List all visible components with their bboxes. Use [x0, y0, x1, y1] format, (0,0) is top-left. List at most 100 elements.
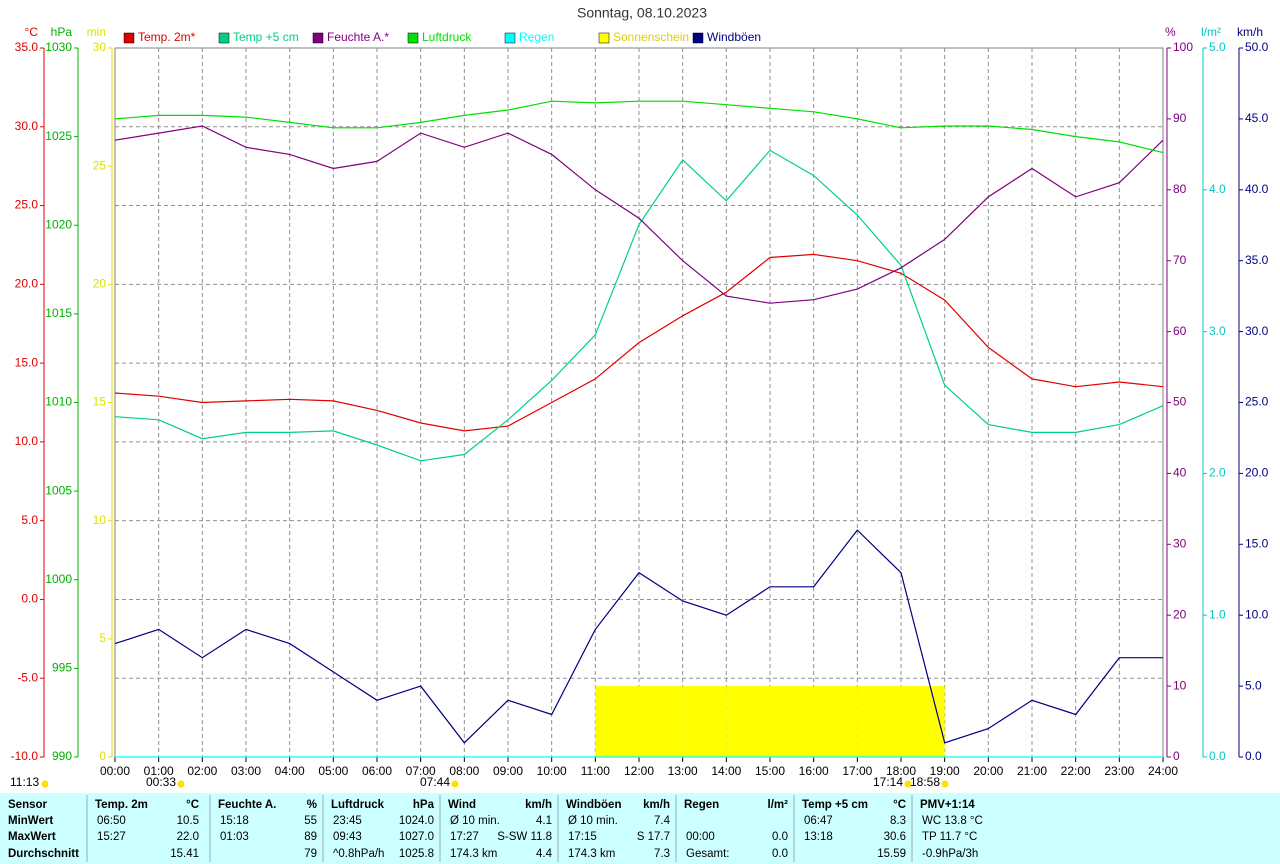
table-value: 7.3 — [654, 848, 670, 860]
y-tick-label: 25 — [93, 158, 107, 172]
time-icon — [941, 780, 949, 788]
legend-label: Sonnenschein — [613, 30, 689, 44]
legend-label: Luftdruck — [422, 30, 472, 44]
table-value: 7.4 — [654, 815, 671, 827]
x-tick-label: 09:00 — [493, 764, 523, 778]
y-tick-label: 50.0 — [1245, 40, 1269, 54]
column-unit: °C — [186, 799, 199, 811]
y-tick-label: 3.0 — [1209, 324, 1226, 338]
column-unit: km/h — [525, 799, 552, 811]
axis-unit: °C — [25, 25, 39, 39]
table-label: 17:15 — [568, 831, 597, 843]
column-unit: °C — [893, 799, 906, 811]
x-tick-label: 15:00 — [755, 764, 785, 778]
row-label: Sensor — [8, 799, 48, 811]
table-label: 13:18 — [804, 831, 833, 843]
y-tick-label: 0 — [1173, 749, 1180, 763]
series-line — [114, 125, 1164, 304]
y-tick-label: 2.0 — [1209, 466, 1226, 480]
y-tick-label: 10.0 — [15, 434, 39, 448]
table-value: 4.4 — [536, 848, 553, 860]
legend-label: Temp +5 cm — [233, 30, 299, 44]
y-tick-label: 50 — [1173, 395, 1187, 409]
x-tick-label: 23:00 — [1104, 764, 1134, 778]
y-tick-label: 5.0 — [1209, 40, 1226, 54]
column-unit: hPa — [413, 799, 435, 811]
y-tick-label: 25.0 — [15, 198, 39, 212]
x-tick-label: 00:00 — [100, 764, 130, 778]
x-tick-label: 05:00 — [318, 764, 348, 778]
table-value: S-SW 11.8 — [497, 831, 552, 843]
y-tick-label: 0.0 — [1245, 749, 1262, 763]
sunshine-bar — [639, 686, 683, 757]
table-value: 15.41 — [170, 848, 199, 860]
y-tick-label: 70 — [1173, 253, 1187, 267]
legend-label: Feuchte A.* — [327, 30, 389, 44]
column-header: Feuchte A. — [218, 799, 276, 811]
y-tick-label: 30 — [93, 40, 107, 54]
axis-unit: km/h — [1237, 25, 1263, 39]
series-line — [114, 529, 1163, 744]
y-tick-label: 1020 — [45, 217, 72, 231]
table-label: Gesamt: — [686, 848, 729, 860]
table-label: 174.3 km — [450, 848, 497, 860]
table-background — [0, 793, 1280, 864]
time-annotation: 00:33 — [146, 775, 176, 789]
sunshine-bar — [726, 686, 770, 757]
table-label: 174.3 km — [568, 848, 615, 860]
x-tick-label: 19:00 — [930, 764, 960, 778]
column-unit: l/m² — [768, 799, 789, 811]
y-tick-label: -10.0 — [11, 749, 39, 763]
legend-swatch — [504, 32, 516, 44]
time-annotation: 18:58 — [910, 775, 940, 789]
table-value: 79 — [304, 848, 317, 860]
column-header: Wind — [448, 799, 476, 811]
y-tick-label: 5 — [99, 631, 106, 645]
sunshine-bar — [857, 686, 901, 757]
axis-unit: l/m² — [1201, 25, 1221, 39]
time-icon — [904, 780, 912, 788]
table-value: 55 — [304, 815, 317, 827]
x-tick-label: 08:00 — [449, 764, 479, 778]
sunshine-bar — [813, 686, 858, 757]
x-tick-label: 24:00 — [1148, 764, 1178, 778]
x-tick-label: 13:00 — [668, 764, 698, 778]
y-tick-label: 25.0 — [1245, 395, 1269, 409]
x-tick-label: 03:00 — [231, 764, 261, 778]
y-tick-label: 35.0 — [15, 40, 39, 54]
y-tick-label: 90 — [1173, 111, 1187, 125]
table-label: 00:00 — [686, 831, 715, 843]
legend-swatch — [218, 32, 230, 44]
x-tick-label: 07:00 — [406, 764, 436, 778]
time-icon — [177, 780, 185, 788]
x-tick-label: 17:00 — [842, 764, 872, 778]
y-tick-label: 1025 — [45, 129, 72, 143]
stats-table: Sensor MinWert MaxWert Durchschnitt Temp. 2m… — [8, 795, 983, 862]
y-tick-label: 15.0 — [15, 355, 39, 369]
column-unit: km/h — [643, 799, 670, 811]
table-label: 23:45 — [333, 815, 362, 827]
table-label: Ø 10 min. — [450, 815, 500, 827]
y-tick-label: 80 — [1173, 182, 1187, 196]
table-value: 30.6 — [884, 831, 906, 843]
table-label: WC 13.8 °C — [922, 815, 983, 827]
y-tick-label: 20.0 — [1245, 466, 1269, 480]
y-tick-label: -5.0 — [17, 670, 38, 684]
sunshine-bar — [682, 686, 727, 757]
sunshine-bar — [595, 686, 639, 757]
x-tick-label: 12:00 — [624, 764, 654, 778]
column-header: Windböen — [566, 799, 621, 811]
table-label: Ø 10 min. — [568, 815, 618, 827]
y-tick-label: 1000 — [45, 572, 72, 586]
table-label: 17:27 — [450, 831, 479, 843]
x-tick-label: 21:00 — [1017, 764, 1047, 778]
time-annotation: 17:14 — [873, 775, 903, 789]
row-label: MinWert — [8, 815, 53, 827]
y-tick-label: 10 — [93, 513, 107, 527]
table-label: ^0.8hPa/h — [333, 848, 384, 860]
table-value: 8.3 — [890, 815, 906, 827]
legend-swatch — [598, 32, 610, 44]
legend-swatch — [123, 32, 135, 44]
table-label: TP 11.7 °C — [922, 831, 977, 843]
sunshine-bar — [901, 686, 945, 757]
